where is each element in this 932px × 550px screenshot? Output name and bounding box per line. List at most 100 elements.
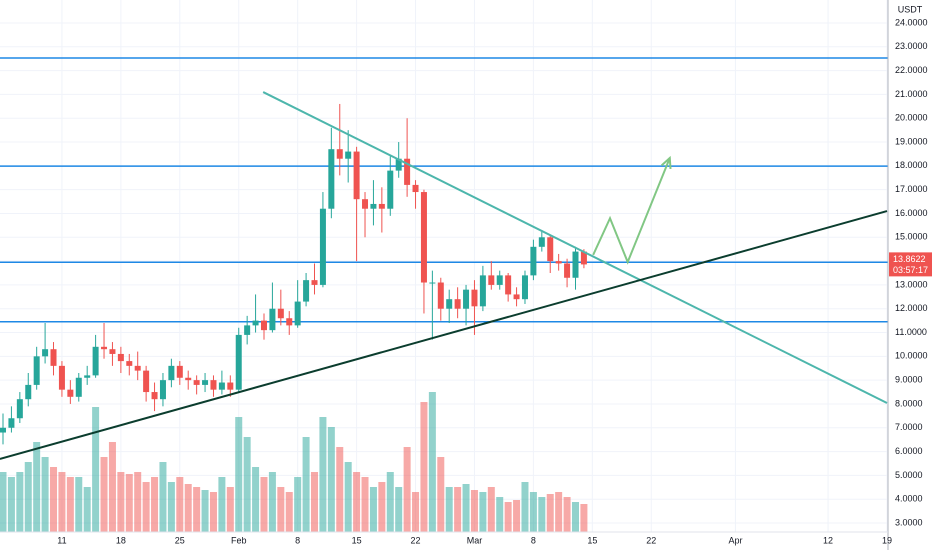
volume-bar: [235, 417, 243, 532]
volume-bar: [66, 477, 74, 532]
candle-body: [168, 365, 175, 381]
candle-body: [463, 289, 470, 309]
candle-body: [362, 199, 369, 209]
candle-body: [572, 251, 579, 278]
volume-bar: [513, 500, 521, 532]
candle-body: [378, 203, 385, 209]
candle-body: [488, 275, 495, 285]
y-tick-label: 12.0000: [895, 303, 928, 313]
x-tick-label: Apr: [728, 535, 742, 545]
volume-bar: [252, 467, 260, 532]
y-tick-label: 13.0000: [895, 279, 928, 289]
candle-body: [429, 282, 436, 284]
candle-body: [193, 380, 200, 385]
candle-body: [117, 353, 124, 362]
candle-body: [33, 356, 40, 385]
candle-body: [412, 184, 419, 193]
volume-bar: [277, 487, 285, 532]
volume-bar: [302, 437, 310, 532]
candle-body: [370, 203, 377, 209]
candle-body: [336, 149, 343, 159]
candle-body: [319, 208, 326, 285]
x-tick-label: 19: [882, 535, 892, 545]
volume-bar: [378, 482, 386, 532]
y-tick-label: 21.0000: [895, 89, 928, 99]
volume-bar: [108, 442, 116, 532]
candle-body: [277, 308, 284, 319]
candle-body: [0, 427, 6, 433]
volume-bar: [294, 477, 302, 532]
price-label-bg: [889, 252, 932, 277]
volume-bar: [420, 402, 428, 532]
volume-bar: [16, 472, 24, 532]
candle-body: [387, 170, 394, 209]
candle-body: [555, 261, 562, 264]
y-tick-label: 5.0000: [895, 470, 923, 480]
y-tick-label: 9.0000: [895, 375, 923, 385]
volume-bar: [428, 392, 436, 532]
volume-bar: [209, 492, 217, 532]
volume-bar: [327, 427, 335, 532]
axis-layer: 3.0000 4.0000 5.0000 6.0000 7.0000 8.0000 9.00…: [57, 17, 932, 545]
candle-body: [42, 349, 49, 357]
x-tick-label: 15: [352, 535, 362, 545]
candle-body: [547, 237, 554, 262]
volume-bar: [412, 492, 420, 532]
candle-body: [496, 275, 503, 285]
volume-bar: [92, 407, 100, 532]
volume-bar: [369, 487, 377, 532]
volume-bar: [193, 487, 201, 532]
x-tick-label: 22: [646, 535, 656, 545]
volume-bar: [538, 497, 546, 532]
volume-bar: [201, 490, 209, 532]
volume-bar: [361, 477, 369, 532]
volume-bar: [437, 457, 445, 532]
candle-body: [521, 275, 528, 300]
volume-bar: [344, 462, 352, 532]
volume-bar: [75, 477, 83, 532]
volume-bar: [151, 477, 159, 532]
candle-body: [109, 349, 116, 354]
y-tick-label: 20.0000: [895, 113, 928, 123]
candle-body: [437, 282, 444, 309]
y-tick-label: 3.0000: [895, 517, 923, 527]
candle-body: [269, 308, 276, 331]
volume-bar: [159, 462, 167, 532]
price-label: 13.8622: [893, 254, 926, 264]
volume-bar: [386, 472, 394, 532]
drawing-layer: [0, 57, 888, 323]
volume-bar: [529, 492, 537, 532]
candle-body: [564, 263, 571, 278]
candle-body: [580, 251, 587, 265]
volume-bar: [226, 487, 234, 532]
volume-bar: [218, 477, 226, 532]
candle-body: [446, 299, 453, 309]
candle-body: [353, 151, 360, 200]
candle-body: [260, 320, 267, 331]
candle-body: [538, 237, 545, 247]
y-tick-label: 8.0000: [895, 398, 923, 408]
volume-layer: [0, 392, 588, 532]
volume-bar: [285, 492, 293, 532]
y-tick-label: 23.0000: [895, 41, 928, 51]
x-tick-label: 18: [116, 535, 126, 545]
volume-bar: [395, 487, 403, 532]
volume-bar: [134, 472, 142, 532]
volume-bar: [125, 474, 133, 532]
volume-bar: [83, 487, 91, 532]
y-tick-label: 7.0000: [895, 422, 923, 432]
arrow-head: [660, 155, 672, 170]
volume-bar: [571, 502, 579, 532]
candle-body: [50, 349, 57, 366]
y-tick-label: 11.0000: [895, 327, 927, 337]
candle-body: [202, 380, 209, 385]
x-tick-label: 11: [57, 535, 66, 545]
volume-bar: [580, 504, 588, 532]
candle-body: [345, 151, 352, 159]
candle-body: [159, 380, 166, 400]
volume-bar: [50, 467, 58, 532]
x-tick-label: 12: [823, 535, 833, 545]
volume-bar: [445, 487, 453, 532]
candle-body: [328, 149, 335, 209]
volume-bar: [546, 494, 554, 532]
